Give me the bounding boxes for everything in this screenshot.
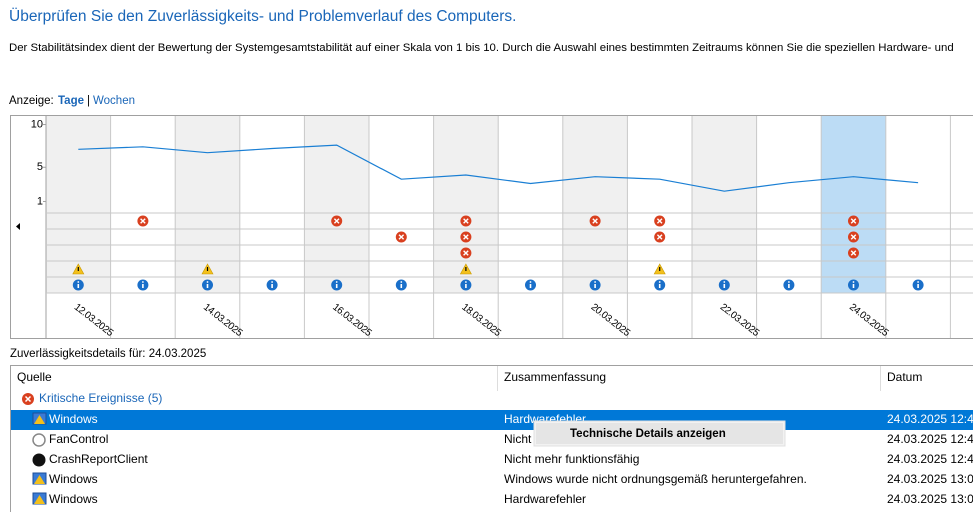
- x-tick-label: 18.03.2025: [459, 302, 503, 340]
- scroll-left[interactable]: [16, 223, 20, 230]
- x-tick-label: 24.03.2025: [847, 302, 891, 340]
- app-icon-warn: [34, 415, 45, 424]
- row-cell: Nicht mehr funktionsfähig: [504, 452, 639, 466]
- day-column: [756, 116, 822, 293]
- page-title: Überprüfen Sie den Zuverlässigkeits- und…: [9, 7, 516, 25]
- critical-icon-x: [463, 234, 469, 240]
- info-icon-dot: [77, 281, 80, 283]
- critical-icon-x: [656, 218, 663, 224]
- critical-icon-x: [850, 250, 857, 256]
- context-menu-item[interactable]: Technische Details anzeigen: [570, 428, 726, 440]
- group-header[interactable]: Kritische Ereignisse (5): [39, 391, 162, 405]
- row-cell: FanControl: [49, 432, 108, 446]
- critical-icon-x: [24, 395, 32, 403]
- view-days[interactable]: Tage: [58, 95, 84, 107]
- x-tick-label: 12.03.2025: [72, 302, 116, 340]
- info-icon-dot: [917, 281, 919, 283]
- col-header[interactable]: Quelle: [17, 370, 52, 384]
- critical-icon-x: [398, 234, 405, 240]
- app-icon: [32, 453, 46, 467]
- view-weeks[interactable]: Wochen: [93, 95, 135, 107]
- info-icon-dot: [594, 281, 596, 283]
- row-cell: Windows: [49, 412, 98, 426]
- critical-icon-x: [140, 218, 146, 224]
- col-header[interactable]: Zusammenfassung: [504, 370, 606, 384]
- row-selected: [11, 410, 973, 430]
- info-icon-dot: [529, 281, 532, 283]
- details-label: Zuverlässigkeitsdetails für: 24.03.2025: [10, 348, 206, 360]
- stability-chart[interactable]: 1 5 10 12.03.2025 14.03.2025 16.03.2025 18.03.…: [31, 116, 973, 339]
- info-icon-dot: [658, 281, 661, 283]
- info-icon-dot: [271, 281, 273, 283]
- info-icon-dot: [788, 281, 790, 283]
- row-cell: 24.03.2025 12:49: [887, 432, 973, 446]
- info-icon-dot: [723, 281, 726, 283]
- row-cell: Hardwarefehler: [504, 492, 586, 506]
- day-column: [821, 116, 886, 293]
- row-cell: CrashReportClient: [49, 452, 148, 466]
- row-cell: Windows: [49, 492, 98, 506]
- view-label: Anzeige:: [9, 95, 54, 107]
- info-icon-dot: [852, 281, 855, 283]
- description: Der Stabilitätsindex dient der Bewertung…: [9, 42, 954, 54]
- row-cell: Windows: [49, 472, 98, 486]
- info-icon-dot: [335, 281, 338, 283]
- y-tick-label: 1: [37, 195, 43, 207]
- app-icon-warn: [34, 475, 45, 484]
- critical-icon-x: [463, 218, 469, 224]
- chart-frame: [10, 115, 973, 339]
- row-cell: Windows wurde nicht ordnungsgemäß herunt…: [504, 472, 807, 486]
- day-column: [239, 116, 305, 293]
- stability-line: [78, 144, 919, 192]
- context-menu-hover: [536, 423, 783, 444]
- day-column: [692, 116, 757, 293]
- day-column: [885, 116, 951, 293]
- x-tick-label: 22.03.2025: [718, 302, 762, 340]
- x-tick-label: 16.03.2025: [330, 302, 374, 340]
- info-icon-dot: [206, 281, 209, 283]
- info-icon-dot: [465, 281, 467, 283]
- day-column: [369, 116, 434, 293]
- day-column: [304, 116, 369, 293]
- row-cell: 24.03.2025 13:02: [887, 472, 973, 486]
- row-cell: 24.03.2025 12:49: [887, 412, 973, 426]
- y-tick-label: 5: [37, 161, 43, 173]
- row-cell: 24.03.2025 13:02: [887, 492, 973, 506]
- critical-icon-x: [463, 250, 469, 256]
- y-tick-label: 10: [31, 118, 43, 130]
- app-icon-warn: [34, 495, 45, 504]
- col-header[interactable]: Datum: [887, 370, 922, 384]
- x-tick-label: 14.03.2025: [201, 302, 245, 340]
- day-column: [498, 116, 563, 293]
- x-tick-label: 20.03.2025: [589, 302, 633, 340]
- critical-icon-x: [850, 218, 857, 224]
- row-cell: 24.03.2025 12:49: [887, 452, 973, 466]
- critical-icon-x: [333, 218, 340, 224]
- details-table: [10, 365, 973, 512]
- day-column: [562, 116, 628, 293]
- day-column: [110, 116, 176, 293]
- info-icon-dot: [400, 281, 403, 283]
- critical-icon-x: [656, 234, 663, 240]
- app-icon: [32, 433, 46, 447]
- critical-icon-x: [850, 234, 857, 240]
- info-icon-dot: [142, 281, 144, 283]
- view-separator: |: [87, 95, 90, 107]
- critical-icon-x: [592, 218, 598, 224]
